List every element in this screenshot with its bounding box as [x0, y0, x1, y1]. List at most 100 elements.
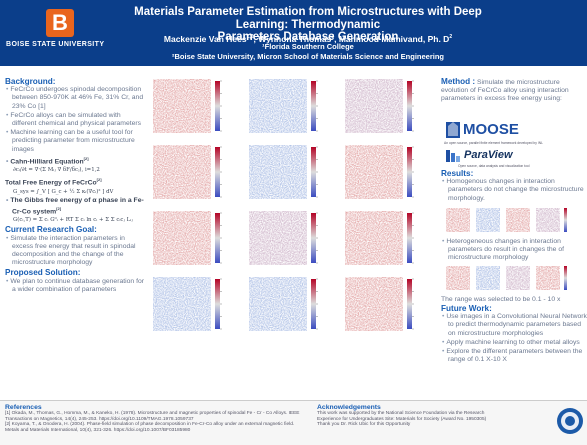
colorbar: [311, 213, 316, 263]
paraview-label: ParaView: [464, 149, 513, 161]
results-image-row-1: [446, 208, 567, 232]
ack-line-3: Thank you Dr. Rick Ubic for this Opportu…: [317, 422, 411, 428]
results-image-row-2: [446, 266, 567, 290]
authors: Mackenzie Van Hees1,2, Wynnona Thomas2, …: [118, 32, 498, 44]
microstructure-image: [247, 141, 327, 203]
logo-b-icon: B: [46, 9, 74, 37]
title-line-1: Materials Parameter Estimation from Micr…: [134, 6, 482, 31]
author-1-sup: 1,2: [246, 34, 254, 40]
background-bullet-3: Machine learning can be a useful tool fo…: [5, 129, 145, 154]
equation-3: G(cᵢ,T) = Σ cᵢ G⁰ᵢ + RT Σ cᵢ ln cᵢ + Σ Σ…: [13, 217, 133, 224]
results-images-2: [446, 264, 586, 294]
moose-logo: MOOSE: [446, 120, 536, 142]
right-column: Method : Simulate the microstructure evo…: [441, 77, 587, 105]
acknowledgements-section: Acknowledgements This work was supported…: [317, 404, 547, 428]
results-section: Results: Homogenous changes in interacti…: [441, 169, 587, 204]
colorbar: [215, 279, 220, 329]
equation-2: G_sys = ∫_V [ G_c + ½ Σ κᵢ(∇cᵢ)² ] dV: [13, 188, 114, 195]
method-paragraph: Method : Simulate the microstructure evo…: [441, 77, 587, 104]
reference-1: [1] Okada, M., Thomas, G., Homma, M., & …: [5, 411, 300, 422]
microstructure-image-grid: [151, 75, 437, 340]
future-bullet-2: Apply machine learning to other metal al…: [441, 339, 587, 347]
results-section-2: Heterogeneous changes in interaction par…: [441, 238, 587, 264]
microstructure-image: [343, 207, 423, 269]
colorbar: [407, 81, 412, 131]
paraview-logo: ParaView: [446, 149, 536, 165]
research-goal-bullet: Simulate the interaction parameters in e…: [5, 235, 145, 268]
ack-line-1: This work was supported by the National …: [317, 411, 485, 416]
cahn-sup: [2]: [83, 155, 89, 161]
logo-text: BOISE STATE UNIVERSITY: [6, 41, 105, 48]
range-text: The range was selected to be 0.1 - 10 x: [441, 296, 561, 303]
colorbar: [215, 213, 220, 263]
cahn-hilliard-heading: Cahn-Hilliard Equation[2]: [5, 155, 145, 166]
results-heading: Results:: [441, 169, 474, 178]
author-3: , Mahmood Mamivand, Ph. D: [334, 33, 450, 44]
research-goal-heading: Current Research Goal:: [5, 225, 97, 235]
microstructure-image: [247, 207, 327, 269]
microstructure-image: [151, 75, 231, 137]
colorbar: [407, 213, 412, 263]
method-heading: Method :: [441, 77, 476, 86]
results-images-1: [446, 206, 586, 236]
affiliation-1: ¹Florida Southern College: [262, 42, 354, 51]
gibbs-heading: The Gibbs free energy of α phase in a Fe…: [5, 197, 145, 217]
future-bullet-1: Use images in a Convolutional Neural Net…: [441, 313, 587, 338]
colorbar: [311, 81, 316, 131]
microstructure-image: [343, 273, 423, 335]
microstructure-image: [151, 141, 231, 203]
affiliation-2: ²Boise State University, Micron School o…: [171, 52, 444, 61]
results-bullet-2: Heterogeneous changes in interaction par…: [441, 238, 587, 263]
proposed-solution-bullet: We plan to continue database generation …: [5, 278, 145, 294]
microstructure-image: [151, 273, 231, 335]
microstructure-image: [343, 75, 423, 137]
gibbs-label: The Gibbs free energy of α phase in a Fe…: [10, 196, 144, 216]
free-energy-sup: [2]: [96, 177, 102, 183]
moose-icon: [446, 122, 460, 138]
colorbar: [407, 147, 412, 197]
future-work-section: Future Work: Use images in a Convolution…: [441, 304, 587, 365]
microstructure-image: [343, 141, 423, 203]
colorbar: [215, 81, 220, 131]
left-column: Background: FeCrCo undergoes spinodal de…: [5, 77, 145, 295]
results-bullet-1: Homogenous changes in interaction parame…: [441, 178, 587, 203]
colorbar: [407, 279, 412, 329]
references-heading: References: [5, 404, 42, 411]
title-line-2: Parameters Database Generation: [217, 31, 399, 43]
nsf-logo-icon: [556, 407, 584, 435]
microstructure-image: [247, 273, 327, 335]
references-section: References [1] Okada, M., Thomas, G., Ho…: [5, 404, 305, 433]
microstructure-image: [151, 207, 231, 269]
colorbar: [311, 147, 316, 197]
affiliations: ¹Florida Southern College ²Boise State U…: [118, 42, 498, 62]
author-2: , Wynnona Thomas: [253, 33, 332, 44]
colorbar: [311, 279, 316, 329]
author-2-sup: 2: [331, 34, 335, 40]
proposed-solution-heading: Proposed Solution:: [5, 268, 81, 278]
colorbar: [215, 147, 220, 197]
moose-label: MOOSE: [463, 121, 519, 138]
microstructure-image: [247, 75, 327, 137]
free-energy-label: Total Free Energy of FeCrCo: [5, 179, 97, 187]
moose-caption: An open source, parallel finite element …: [444, 141, 543, 145]
method-text: Simulate the microstructure evolution of…: [441, 79, 569, 103]
author-3-sup: 2: [449, 34, 453, 40]
cahn-hilliard-label: Cahn-Hilliard Equation: [10, 158, 84, 166]
poster-header: B BOISE STATE UNIVERSITY Materials Param…: [0, 0, 587, 66]
paraview-icon: [446, 150, 460, 162]
future-bullet-3: Explore the different parameters between…: [441, 348, 587, 364]
background-bullet-2: FeCrCo alloys can be simulated with diff…: [5, 112, 145, 128]
footer: References [1] Okada, M., Thomas, G., Ho…: [0, 400, 587, 445]
boise-state-logo: B BOISE STATE UNIVERSITY: [6, 9, 110, 57]
equation-1: ∂cᵢ/∂t = ∇·(Σ Mᵢⱼ ∇ δF/δcⱼ), i=1,2: [13, 167, 100, 174]
reference-2: [2] Koyama, T., & Onodera, H. (2004). Ph…: [5, 422, 295, 433]
future-work-heading: Future Work:: [441, 304, 492, 313]
background-bullet-1: FeCrCo undergoes spinodal decomposition …: [5, 86, 145, 111]
gibbs-sup: [2]: [56, 205, 62, 211]
ack-line-2: Experience for Undergraduates Site: Mate…: [317, 416, 487, 422]
free-energy-heading: Total Free Energy of FeCrCo[2]: [5, 176, 145, 187]
background-heading: Background:: [5, 77, 56, 86]
author-1: Mackenzie Van Hees: [163, 33, 247, 44]
acknowledgements-heading: Acknowledgements: [317, 404, 381, 411]
paraview-caption: Open source, data analysis and visualiza…: [458, 164, 530, 168]
